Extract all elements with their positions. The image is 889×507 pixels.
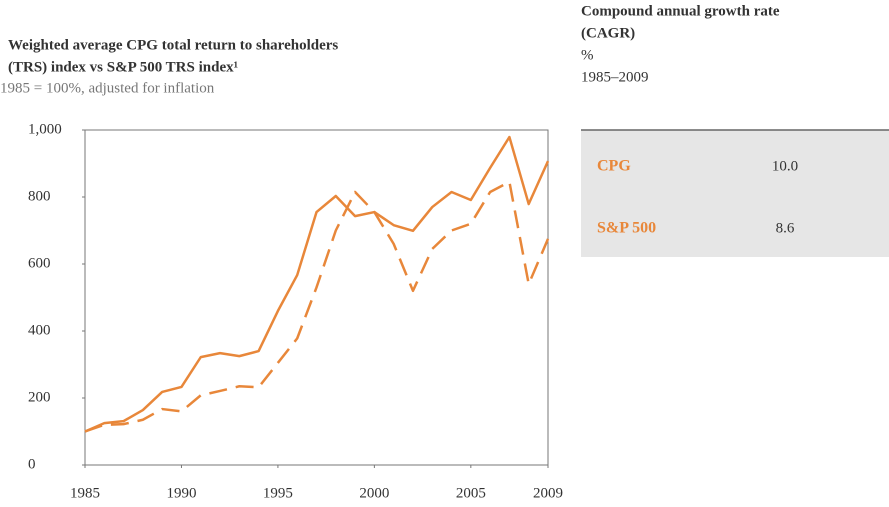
x-tick-label: 1995: [263, 485, 293, 501]
row-value: 8.6: [776, 220, 795, 236]
row-label: S&P 500: [597, 220, 656, 237]
plot-frame: [84, 129, 549, 466]
table-period: 1985–2009: [581, 69, 649, 85]
row-label: CPG: [597, 158, 631, 175]
table-title: (CAGR): [581, 25, 635, 41]
series-line: [84, 180, 550, 433]
x-tick-label: 2005: [456, 485, 486, 501]
y-tick-label: 600: [28, 255, 51, 271]
y-tick-label: 0: [28, 456, 36, 472]
chart-title: (TRS) index vs S&P 500 TRS index¹: [8, 59, 238, 75]
row-value: 10.0: [772, 158, 798, 174]
y-tick-label: 400: [28, 322, 51, 338]
y-tick-label: 1,000: [28, 121, 62, 137]
chart-title: Weighted average CPG total return to sha…: [8, 37, 338, 53]
y-tick-label: 800: [28, 188, 51, 204]
chart-subtitle: 1985 = 100%, adjusted for inflation: [0, 80, 215, 96]
x-tick-label: 2000: [359, 485, 389, 501]
y-tick-label: 200: [28, 389, 51, 405]
table-unit: %: [581, 47, 594, 63]
x-tick-label: 2009: [533, 485, 563, 501]
table-title: Compound annual growth rate: [581, 3, 780, 19]
series-line: [84, 135, 550, 433]
x-tick-label: 1985: [70, 485, 100, 501]
table-bg: [581, 130, 889, 257]
x-tick-label: 1990: [166, 485, 196, 501]
